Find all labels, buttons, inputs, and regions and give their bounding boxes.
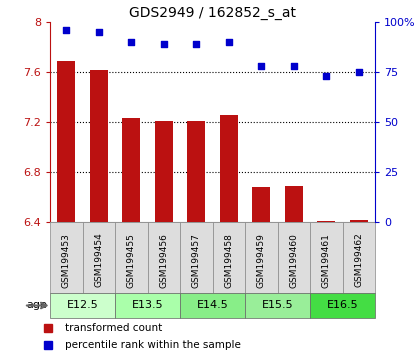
Text: E12.5: E12.5 [67, 301, 98, 310]
Text: E13.5: E13.5 [132, 301, 164, 310]
FancyBboxPatch shape [50, 293, 115, 318]
Text: GSM199460: GSM199460 [289, 233, 298, 287]
FancyBboxPatch shape [310, 293, 375, 318]
Bar [220, 114, 238, 222]
Text: E14.5: E14.5 [197, 301, 228, 310]
FancyBboxPatch shape [115, 293, 180, 318]
FancyBboxPatch shape [83, 222, 115, 293]
Text: percentile rank within the sample: percentile rank within the sample [65, 340, 241, 350]
Bar [252, 187, 270, 222]
Text: GSM199456: GSM199456 [159, 233, 168, 287]
Text: GSM199455: GSM199455 [127, 233, 136, 287]
Point [290, 63, 297, 69]
Text: E16.5: E16.5 [327, 301, 358, 310]
Text: GSM199453: GSM199453 [62, 233, 71, 287]
Text: E15.5: E15.5 [262, 301, 293, 310]
Point [258, 63, 265, 69]
Point [128, 39, 134, 45]
Bar [57, 61, 75, 222]
FancyBboxPatch shape [212, 222, 245, 293]
Text: GSM199459: GSM199459 [257, 233, 266, 287]
FancyBboxPatch shape [278, 222, 310, 293]
Bar [122, 118, 140, 222]
Point [95, 29, 102, 35]
Text: transformed count: transformed count [65, 323, 162, 333]
Point [323, 73, 330, 79]
FancyBboxPatch shape [115, 222, 147, 293]
Bar [350, 219, 368, 222]
FancyBboxPatch shape [310, 222, 342, 293]
Text: age: age [26, 301, 47, 310]
Text: GSM199457: GSM199457 [192, 233, 201, 287]
FancyBboxPatch shape [50, 222, 83, 293]
Text: GSM199462: GSM199462 [354, 233, 363, 287]
FancyBboxPatch shape [180, 293, 245, 318]
Point [161, 41, 167, 47]
FancyBboxPatch shape [180, 222, 212, 293]
FancyBboxPatch shape [245, 293, 310, 318]
FancyBboxPatch shape [342, 222, 375, 293]
Text: GSM199461: GSM199461 [322, 233, 331, 287]
Bar [155, 121, 173, 222]
Title: GDS2949 / 162852_s_at: GDS2949 / 162852_s_at [129, 6, 296, 19]
Bar [317, 221, 335, 222]
FancyBboxPatch shape [245, 222, 278, 293]
Point [355, 69, 362, 75]
Text: GSM199458: GSM199458 [224, 233, 233, 287]
Point [193, 41, 200, 47]
Bar [187, 121, 205, 222]
Point [63, 27, 70, 33]
FancyBboxPatch shape [147, 222, 180, 293]
Bar [90, 69, 107, 222]
Text: GSM199454: GSM199454 [94, 233, 103, 287]
Bar [285, 186, 303, 222]
Point [225, 39, 232, 45]
